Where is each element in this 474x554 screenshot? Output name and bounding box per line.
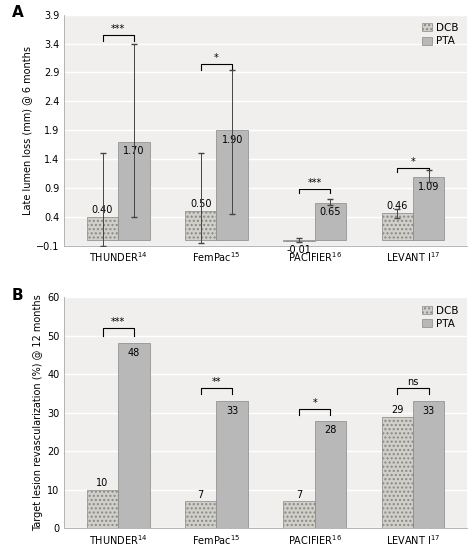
Text: ***: ***: [111, 317, 125, 327]
Bar: [413, 177, 445, 240]
Text: *: *: [410, 157, 415, 167]
Text: **: **: [212, 377, 221, 387]
Bar: [315, 203, 346, 240]
Bar: [185, 211, 217, 240]
Text: A: A: [12, 6, 24, 20]
Text: 33: 33: [226, 406, 238, 416]
Text: 0.46: 0.46: [387, 201, 408, 211]
Bar: [118, 142, 150, 240]
Bar: [185, 501, 217, 529]
Bar: [217, 130, 248, 240]
Text: 28: 28: [324, 425, 337, 435]
Legend: DCB, PTA: DCB, PTA: [419, 20, 462, 49]
Text: 10: 10: [96, 478, 109, 488]
Text: 1.90: 1.90: [221, 135, 243, 145]
Bar: [87, 490, 118, 529]
Text: 29: 29: [391, 405, 403, 415]
Bar: [217, 401, 248, 529]
Bar: [315, 420, 346, 529]
Bar: [87, 217, 118, 240]
Text: 7: 7: [198, 490, 204, 500]
Text: 7: 7: [296, 490, 302, 500]
Bar: [413, 401, 445, 529]
Bar: [382, 417, 413, 529]
Legend: DCB, PTA: DCB, PTA: [419, 302, 462, 332]
Text: 0.65: 0.65: [320, 207, 341, 217]
Text: ns: ns: [407, 377, 419, 387]
Text: B: B: [12, 288, 23, 303]
Text: 48: 48: [128, 348, 140, 358]
Text: 1.70: 1.70: [123, 146, 145, 156]
Text: 0.50: 0.50: [190, 199, 211, 209]
Text: ***: ***: [111, 24, 125, 34]
Text: *: *: [312, 398, 317, 408]
Bar: [118, 343, 150, 529]
Text: 33: 33: [423, 406, 435, 416]
Text: 0.40: 0.40: [92, 204, 113, 214]
Bar: [283, 501, 315, 529]
Text: 1.09: 1.09: [418, 182, 439, 192]
Text: ***: ***: [308, 178, 322, 188]
Bar: [382, 213, 413, 240]
Y-axis label: Late lumen loss (mm) @ 6 months: Late lumen loss (mm) @ 6 months: [22, 46, 32, 215]
Text: -0.01: -0.01: [287, 245, 311, 255]
Text: *: *: [214, 53, 219, 63]
Y-axis label: Target lesion revascularization (%) @ 12 months: Target lesion revascularization (%) @ 12…: [33, 294, 43, 531]
